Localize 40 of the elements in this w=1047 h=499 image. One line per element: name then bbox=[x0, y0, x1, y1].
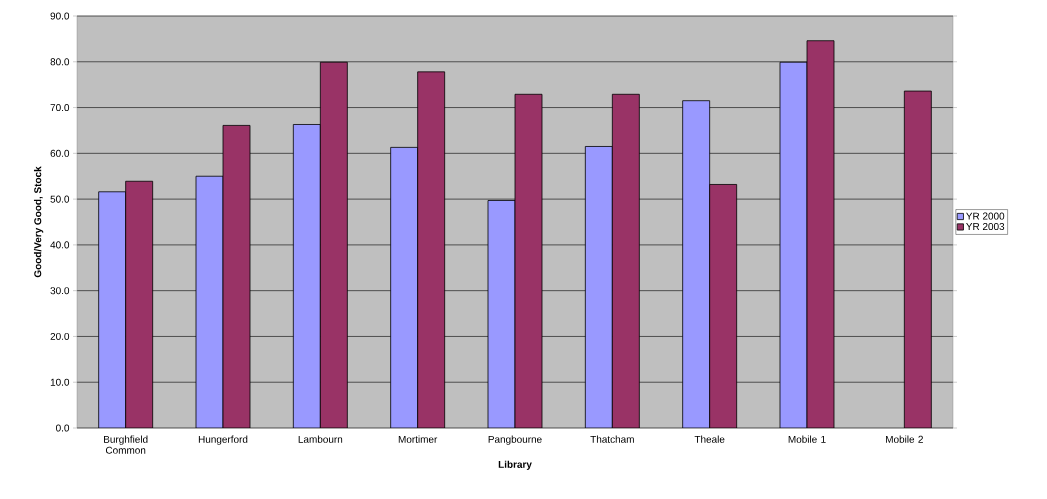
bar bbox=[319, 61, 348, 428]
bar bbox=[125, 180, 154, 428]
y-tick-label: 40.0 bbox=[50, 241, 70, 249]
bar bbox=[611, 93, 640, 428]
x-axis-title: Library bbox=[498, 460, 532, 470]
x-tick-label: Mortimer bbox=[398, 435, 438, 443]
x-tick-label: Thatcham bbox=[590, 435, 634, 443]
bar bbox=[682, 100, 711, 428]
bar bbox=[779, 61, 808, 428]
y-tick-label: 20.0 bbox=[50, 332, 70, 340]
y-tick-label: 60.0 bbox=[50, 149, 70, 157]
bar bbox=[292, 124, 321, 428]
y-tick-label: 10.0 bbox=[50, 378, 70, 386]
bar bbox=[222, 125, 251, 428]
bar bbox=[417, 71, 446, 428]
bar bbox=[514, 93, 543, 428]
x-tick-label: Lambourn bbox=[298, 435, 343, 443]
x-tick-label: Burghfield Common bbox=[104, 435, 148, 454]
bar bbox=[709, 184, 738, 428]
y-tick-label: 80.0 bbox=[50, 58, 70, 66]
y-tick-label: 30.0 bbox=[50, 287, 70, 295]
bar bbox=[903, 90, 932, 428]
bar bbox=[390, 146, 419, 428]
bar bbox=[806, 40, 835, 428]
y-tick-label: 50.0 bbox=[50, 195, 70, 203]
y-tick-label: 0.0 bbox=[56, 424, 70, 432]
bar bbox=[584, 146, 613, 428]
x-tick-label: Theale bbox=[694, 435, 725, 443]
y-axis-title: Good/Very Good, Stock bbox=[33, 166, 44, 278]
y-tick-label: 90.0 bbox=[50, 12, 70, 20]
x-tick-label: Hungerford bbox=[198, 435, 248, 445]
bar bbox=[487, 200, 516, 428]
x-tick-label: Mobile 1 bbox=[788, 435, 826, 443]
bar bbox=[98, 191, 127, 428]
x-tick-label: Pangbourne bbox=[488, 435, 542, 445]
bar bbox=[195, 175, 224, 428]
legend-label: YR 2003 bbox=[966, 223, 1005, 231]
x-tick-label: Mobile 2 bbox=[886, 435, 923, 443]
legend-label: YR 2000 bbox=[966, 212, 1005, 220]
y-tick-label: 70.0 bbox=[50, 104, 70, 112]
